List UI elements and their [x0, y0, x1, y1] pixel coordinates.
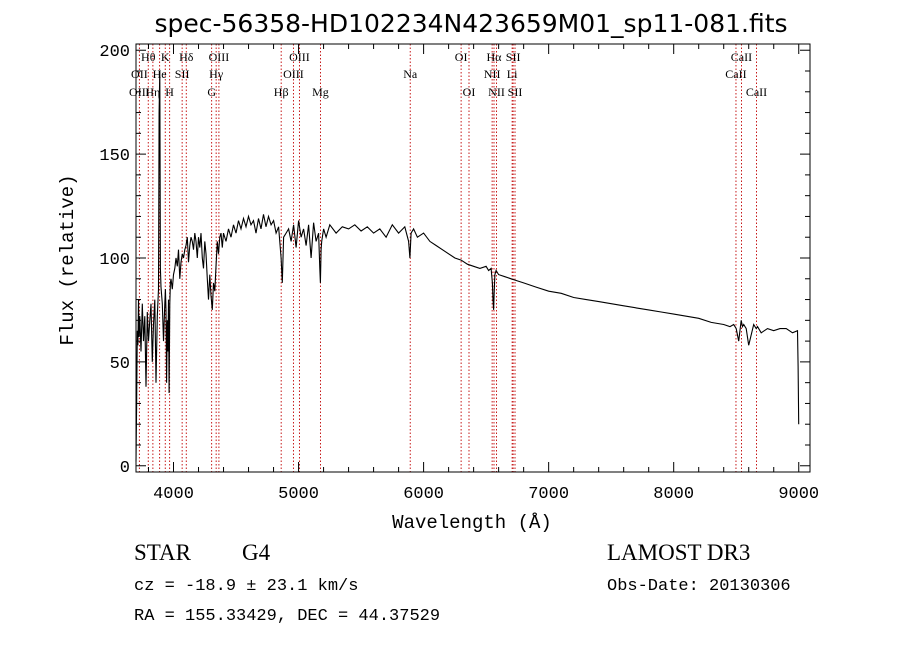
line-annotation-label: Li [507, 67, 518, 81]
y-tick-label: 200 [99, 43, 130, 62]
y-tick-label: 50 [110, 355, 130, 374]
x-tick-label: 9000 [778, 485, 819, 504]
object-subclass: G4 [242, 540, 271, 565]
y-tick-label: 100 [99, 251, 130, 270]
line-annotation-label: NII [484, 67, 501, 81]
line-annotation-label: He [153, 67, 167, 81]
flux-series-line [135, 70, 800, 462]
plot-frame [135, 43, 811, 473]
line-annotation-label: SII [506, 50, 521, 64]
line-annotation-label: H [165, 85, 174, 99]
line-annotation-label: CaII [731, 50, 752, 64]
chart-title: spec-56358-HD102234N423659M01_sp11-081.f… [154, 9, 787, 38]
x-tick-label: 8000 [653, 485, 694, 504]
line-annotation-label: OI [463, 85, 476, 99]
line-annotation-label: OIII [289, 50, 310, 64]
line-annotation-label: SII [175, 67, 190, 81]
x-tick-label: 5000 [278, 485, 319, 504]
spectral-line-markers [138, 44, 757, 472]
line-annotation-label: CaII [746, 85, 767, 99]
line-annotation-label: Hη [145, 85, 160, 99]
line-annotation-label: K [161, 50, 170, 64]
line-annotation-label: Mg [312, 85, 329, 99]
line-annotation-label: Hβ [274, 85, 289, 99]
line-annotation-label: G [207, 85, 216, 99]
line-annotation-label: CaII [725, 67, 746, 81]
object-class: STAR [134, 540, 192, 565]
coordinates: RA = 155.33429, DEC = 44.37529 [134, 607, 440, 626]
x-tick-label: 6000 [403, 485, 444, 504]
y-tick-label: 0 [120, 459, 130, 478]
y-axis: 0 50 100 150 200 [99, 43, 810, 478]
line-annotation-label: Hγ [209, 67, 224, 81]
line-annotation-label: OII [131, 67, 148, 81]
line-annotation-label: Hθ [141, 50, 156, 64]
y-axis-label: Flux (relative) [57, 174, 79, 345]
y-tick-label: 150 [99, 147, 130, 166]
x-axis-label: Wavelength (Å) [392, 512, 552, 534]
survey-name: LAMOST DR3 [607, 540, 750, 565]
line-annotation-label: NII [488, 85, 505, 99]
x-tick-label: 7000 [528, 485, 569, 504]
line-annotation-label: OIII [283, 67, 304, 81]
redshift-text: cz = -18.9 ± 23.1 km/s [134, 577, 358, 596]
line-annotation-label: Na [403, 67, 418, 81]
x-axis: 4000 5000 6000 7000 8000 9000 [148, 44, 819, 504]
obs-date: Obs-Date: 20130306 [607, 577, 791, 596]
line-annotation-label: OIII [129, 85, 150, 99]
line-annotation-label: Hα [487, 50, 503, 64]
line-annotation-label: Hδ [179, 50, 194, 64]
line-annotation-label: SII [508, 85, 523, 99]
x-tick-label: 4000 [153, 485, 194, 504]
line-annotation-label: OI [455, 50, 468, 64]
line-annotation-label: OIII [209, 50, 230, 64]
